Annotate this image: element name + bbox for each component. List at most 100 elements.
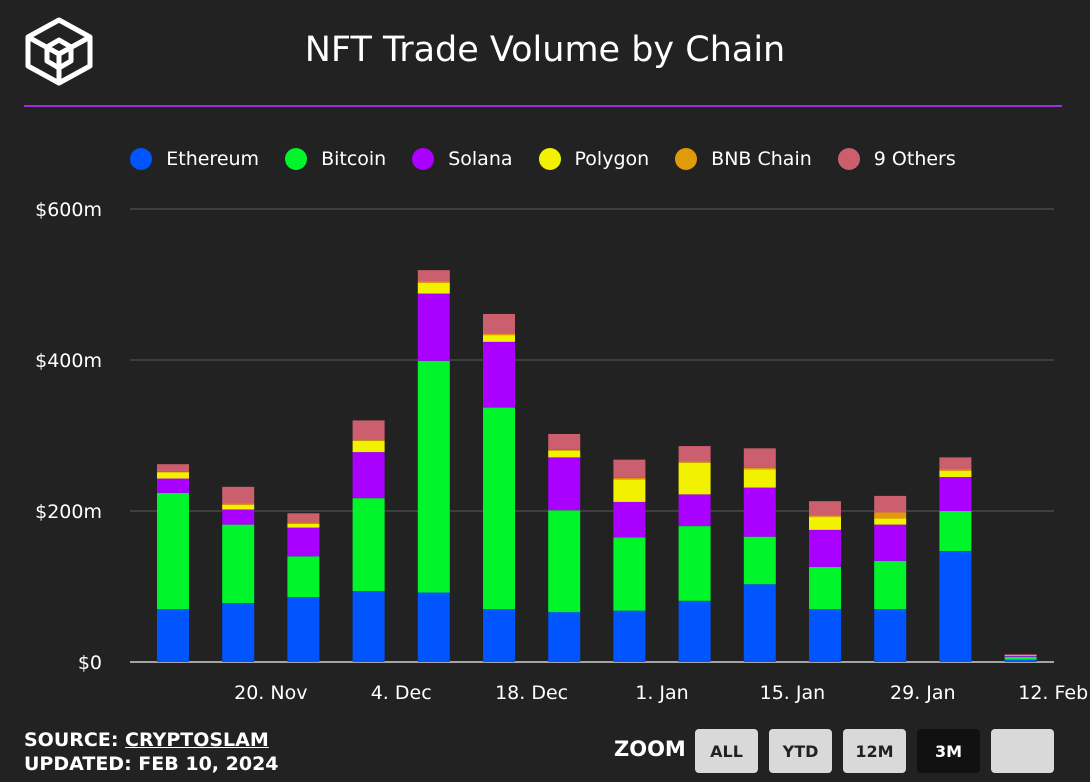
legend-label: BNB Chain	[711, 148, 812, 170]
bar-segment-9-others	[678, 446, 711, 462]
bar-segment-bnb-chain	[157, 471, 189, 473]
bar-segment-polygon	[809, 517, 841, 530]
bar-segment-bitcoin	[417, 360, 450, 593]
bar-segment-bitcoin	[613, 537, 646, 611]
legend-item-bnb-chain[interactable]: BNB Chain	[675, 148, 812, 170]
bar-segment-polygon	[743, 469, 776, 488]
bar-segment-bitcoin	[483, 407, 515, 610]
bar-segment-bnb-chain	[483, 333, 515, 336]
bar-segment-solana	[548, 457, 581, 511]
bar-segment-polygon	[613, 479, 646, 502]
zoom-custom-button[interactable]	[991, 729, 1054, 773]
bar-segment-polygon	[352, 440, 385, 453]
bar-segment-ethereum	[1004, 659, 1037, 662]
source-link[interactable]: CRYPTOSLAM	[125, 729, 269, 751]
bar-segment-9-others	[874, 495, 907, 513]
x-tick-label: 4. Dec	[371, 682, 432, 704]
chart-legend: Ethereum Bitcoin Solana Polygon BNB Chai…	[0, 148, 1090, 170]
bar-segment-bitcoin	[678, 526, 711, 601]
legend-dot-ethereum	[130, 148, 153, 170]
bar-segment-9-others	[613, 459, 646, 478]
bar-segment-9-others	[222, 486, 255, 504]
bar-segment-polygon	[678, 462, 711, 495]
bar-segment-ethereum	[678, 600, 711, 662]
bar-segment-solana	[287, 527, 320, 557]
bar-segment-ethereum	[157, 609, 189, 662]
bar-segment-bnb-chain	[417, 281, 450, 283]
bar-segment-solana	[809, 529, 841, 567]
bar-segment-9-others	[287, 513, 320, 523]
bar-segment-bnb-chain	[287, 522, 320, 524]
bar-segment-9-others	[939, 457, 972, 470]
bar-segment-ethereum	[939, 551, 972, 662]
bar-segment-solana	[678, 494, 711, 527]
x-tick-label: 1. Jan	[635, 682, 688, 704]
zoom-label: ZOOM	[614, 737, 686, 761]
bar-segment-bitcoin	[743, 536, 776, 585]
legend-dot-polygon	[538, 148, 561, 170]
x-tick-label: 12. Feb	[1018, 682, 1088, 704]
bar-segment-9-others	[157, 464, 189, 472]
bar-segment-solana	[222, 509, 255, 525]
bar-segment-ethereum	[352, 591, 385, 662]
zoom-12m-button[interactable]: 12M	[843, 729, 906, 773]
bar-segment-solana	[939, 477, 972, 511]
bar-segment-bnb-chain	[743, 467, 776, 470]
updated-label: UPDATED:	[24, 753, 132, 775]
bar-segment-bnb-chain	[939, 469, 972, 471]
x-tick-label: 18. Dec	[495, 682, 568, 704]
bar-segment-bitcoin	[287, 556, 320, 598]
legend-label: Ethereum	[166, 148, 260, 170]
bar-segment-polygon	[222, 504, 255, 510]
zoom-all-button[interactable]: ALL	[695, 729, 758, 773]
bar-segment-bitcoin	[939, 511, 972, 552]
bar-segment-bitcoin	[352, 498, 385, 592]
bar-segment-9-others	[548, 433, 581, 450]
updated-value: FEB 10, 2024	[138, 753, 279, 775]
legend-label: Solana	[448, 148, 513, 170]
bar-segment-polygon	[157, 472, 189, 479]
bar-segment-polygon	[483, 335, 515, 342]
x-tick-label: 20. Nov	[234, 682, 307, 704]
bar-segment-bnb-chain	[548, 449, 581, 451]
bar-segment-ethereum	[548, 612, 581, 662]
bar-segment-solana	[417, 293, 450, 361]
bar-segment-9-others	[352, 420, 385, 441]
legend-item-others[interactable]: 9 Others	[837, 148, 956, 170]
bar-segment-9-others	[483, 313, 515, 334]
bar-segment-solana	[483, 341, 515, 408]
chart-title: NFT Trade Volume by Chain	[304, 30, 786, 70]
title-divider	[24, 105, 1062, 107]
bar-segment-bnb-chain	[222, 503, 255, 505]
bar-segment-solana	[1004, 655, 1037, 657]
bar-segment-ethereum	[809, 609, 841, 662]
x-tick-label: 29. Jan	[890, 682, 956, 704]
legend-label: Polygon	[574, 148, 650, 170]
bar-segment-bitcoin	[222, 524, 255, 604]
bar-segment-bnb-chain	[678, 461, 711, 463]
bar-segment-ethereum	[417, 592, 450, 662]
bar-segment-polygon	[939, 470, 972, 478]
legend-dot-others	[837, 148, 860, 170]
legend-item-bitcoin[interactable]: Bitcoin	[285, 148, 386, 170]
bar-segment-solana	[157, 478, 189, 493]
bar-segment-polygon	[417, 282, 450, 294]
bar-segment-solana	[743, 487, 776, 537]
y-tick-label: $400m	[35, 350, 102, 372]
x-tick-label: 15. Jan	[760, 682, 826, 704]
zoom-3m-button[interactable]: 3M	[917, 729, 980, 773]
legend-item-ethereum[interactable]: Ethereum	[130, 148, 259, 170]
bar-segment-bnb-chain	[352, 440, 385, 441]
legend-item-solana[interactable]: Solana	[412, 148, 513, 170]
legend-dot-bitcoin	[285, 148, 308, 170]
bar-segment-bnb-chain	[809, 515, 841, 518]
bar-segment-solana	[352, 452, 385, 499]
bar-segment-9-others	[743, 448, 776, 468]
legend-dot-bnb-chain	[675, 148, 698, 170]
zoom-ytd-button[interactable]: YTD	[769, 729, 832, 773]
legend-item-polygon[interactable]: Polygon	[538, 148, 650, 170]
bar-segment-polygon	[287, 523, 320, 528]
source-block: SOURCE: CRYPTOSLAM UPDATED: FEB 10, 2024	[24, 728, 279, 776]
cryptoslam-logo	[24, 16, 94, 86]
